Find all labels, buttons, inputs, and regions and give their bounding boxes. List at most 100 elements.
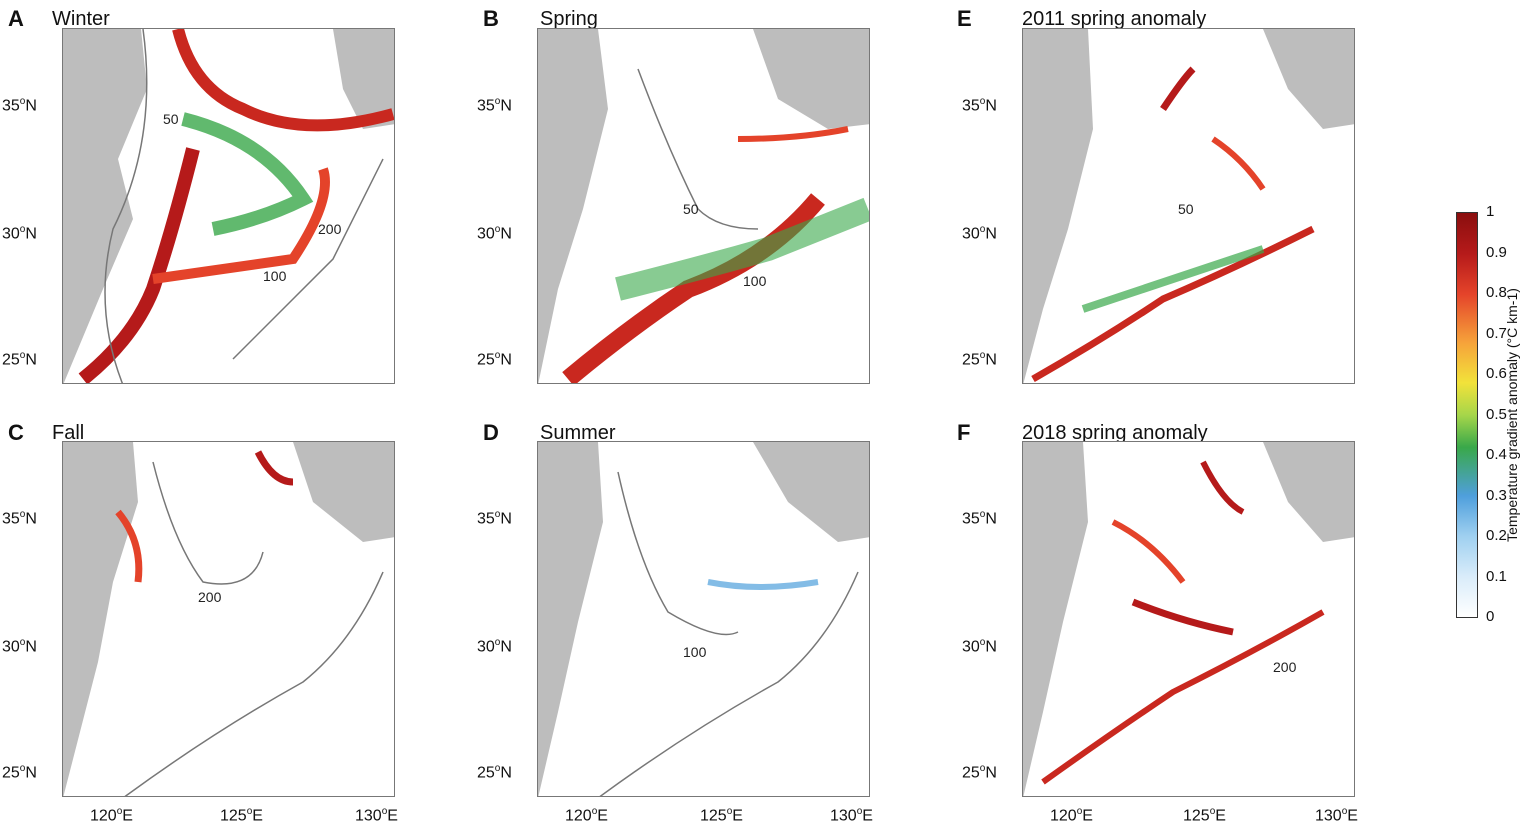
lat-tick: 30oN: [962, 637, 997, 656]
lat-tick: 30oN: [2, 637, 37, 656]
land-mass-korea: [753, 29, 869, 129]
lat-tick: 30oN: [477, 224, 512, 243]
lat-tick: 35oN: [2, 96, 37, 115]
map-panel-2011-anomaly: 50: [1022, 28, 1355, 384]
contour-label: 100: [743, 273, 767, 289]
lat-tick: 35oN: [962, 509, 997, 528]
colorbar-tick: 0.7: [1486, 325, 1507, 342]
fall-map-svg: 200: [63, 442, 394, 796]
front-anomaly-band: [1041, 609, 1325, 785]
map-panel-spring: 100 50: [537, 28, 870, 384]
land-mass-china: [1023, 442, 1088, 796]
front-shelf-break: [562, 193, 825, 383]
land-mass-china: [538, 29, 608, 383]
colorbar-tick: 0.4: [1486, 446, 1507, 463]
lon-tick: 130oE: [830, 806, 873, 825]
panel-letter-c: C: [8, 420, 24, 445]
lon-tick: 125oE: [1183, 806, 1226, 825]
contour-label: 100: [683, 644, 707, 660]
lon-tick: 130oE: [355, 806, 398, 825]
panel-letter-a: A: [8, 6, 24, 31]
contour-50: [152, 461, 264, 585]
front-korea: [254, 450, 294, 486]
land-mass-korea: [1263, 29, 1354, 129]
contour-50: [617, 471, 739, 636]
front-central: [181, 112, 314, 236]
land-mass-china: [1023, 29, 1093, 383]
contour-label: 200: [198, 589, 222, 605]
lon-tick: 130oE: [1315, 806, 1358, 825]
lat-tick: 30oN: [477, 637, 512, 656]
land-mass-china: [63, 29, 147, 383]
contour-50: [104, 29, 148, 383]
panel-letter-e: E: [957, 6, 972, 31]
front-central: [615, 197, 869, 301]
contour-label: 200: [1273, 659, 1297, 675]
front-anomaly-band: [1111, 519, 1186, 584]
lat-tick: 25oN: [2, 350, 37, 369]
lon-tick: 120oE: [90, 806, 133, 825]
front-anomaly-band: [1081, 245, 1265, 313]
contour-200: [124, 571, 384, 796]
colorbar: [1456, 212, 1478, 618]
panel-title-a: Winter: [52, 8, 110, 30]
colorbar-tick: 0.2: [1486, 527, 1507, 544]
lat-tick: 30oN: [2, 224, 37, 243]
panel-letter-d: D: [483, 420, 499, 445]
contour-label: 100: [263, 268, 287, 284]
front-anomaly-band: [1211, 136, 1266, 191]
colorbar-tick: 0.5: [1486, 406, 1507, 423]
front-yellow-sea: [172, 29, 394, 132]
panel-title-d: Summer: [540, 422, 616, 444]
colorbar-tick: 0.9: [1486, 244, 1507, 261]
land-mass-china: [538, 442, 603, 796]
colorbar-tick: 0.8: [1486, 284, 1507, 301]
lat-tick: 30oN: [962, 224, 997, 243]
land-mass-korea: [1263, 442, 1354, 542]
lon-tick: 125oE: [700, 806, 743, 825]
lat-tick: 25oN: [477, 763, 512, 782]
lat-tick: 35oN: [477, 509, 512, 528]
spring-map-svg: 100 50: [538, 29, 869, 383]
panel-title-f: 2018 spring anomaly: [1022, 422, 1208, 444]
winter-map-svg: 50 100 200: [63, 29, 394, 383]
panel-letter-f: F: [957, 420, 971, 445]
panel-title-b: Spring: [540, 8, 598, 30]
lat-tick: 35oN: [962, 96, 997, 115]
panel-title-e: 2011 spring anomaly: [1022, 8, 1207, 30]
land-mass-korea: [293, 442, 394, 542]
lat-tick: 35oN: [2, 509, 37, 528]
map-panel-winter: 50 100 200: [62, 28, 395, 384]
front-coastal: [115, 509, 143, 583]
front-weak: [707, 579, 819, 590]
colorbar-tick: 0.6: [1486, 365, 1507, 382]
map-panel-fall: 200: [62, 441, 395, 797]
contour-label: 50: [683, 201, 699, 217]
front-anomaly-band: [1160, 66, 1196, 111]
panel-title-c: Fall: [52, 422, 85, 444]
anomaly-2011-map-svg: 50: [1023, 29, 1354, 383]
front-anomaly-band: [1131, 598, 1234, 636]
colorbar-tick: 1: [1486, 203, 1495, 220]
lat-tick: 25oN: [962, 350, 997, 369]
front-anomaly-band: [1031, 225, 1315, 383]
contour-50: [637, 68, 759, 230]
map-panel-summer: 100: [537, 441, 870, 797]
lon-tick: 125oE: [220, 806, 263, 825]
panel-letter-b: B: [483, 6, 499, 31]
contour-label: 50: [163, 111, 179, 127]
colorbar-tick: 0.3: [1486, 487, 1507, 504]
summer-map-svg: 100: [538, 442, 869, 796]
contour-200: [599, 571, 859, 796]
anomaly-2018-map-svg: 200: [1023, 442, 1354, 796]
colorbar-tick: 0.1: [1486, 568, 1507, 585]
front-anomaly-band: [1200, 460, 1245, 515]
lat-tick: 25oN: [477, 350, 512, 369]
land-mass-china: [63, 442, 138, 796]
front-shelf-break: [152, 167, 330, 284]
land-mass-korea: [333, 29, 394, 129]
contour-label: 50: [1178, 201, 1194, 217]
colorbar-label: Temperature gradient anomaly (°C km-1): [1504, 288, 1520, 542]
lat-tick: 25oN: [2, 763, 37, 782]
colorbar-tick: 0: [1486, 608, 1495, 625]
